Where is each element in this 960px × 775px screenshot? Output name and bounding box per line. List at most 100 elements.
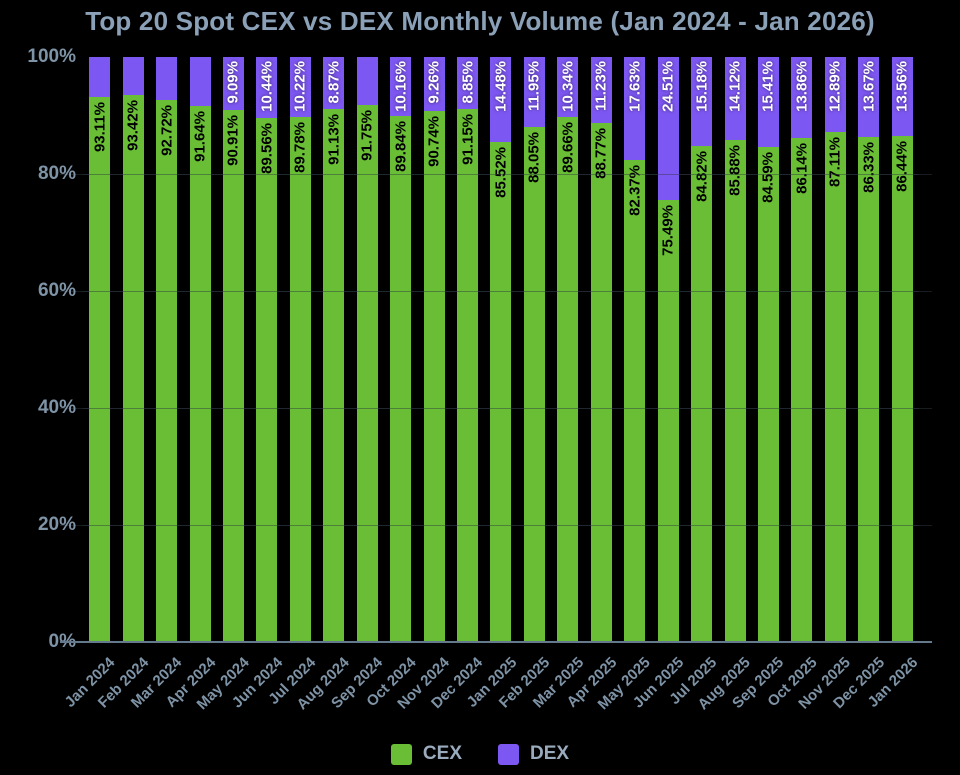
- dex-value-label: 14.48%: [492, 61, 510, 112]
- bar-group: 13.67% 86.33% Dec 2025: [830, 57, 888, 712]
- bar-segment-cex[interactable]: [624, 160, 646, 642]
- bar-segment-dex[interactable]: [691, 57, 713, 146]
- bar-segment-cex[interactable]: [356, 105, 378, 642]
- stacked-bar: 9.09% 90.91%: [222, 57, 244, 642]
- cex-value-label: 88.77%: [592, 127, 610, 179]
- dex-value-label: 10.34%: [559, 61, 577, 112]
- bar-segment-cex[interactable]: [490, 141, 512, 642]
- stacked-bar: 10.44% 89.56%: [256, 57, 278, 642]
- bar-segment-dex[interactable]: [657, 57, 679, 201]
- legend-label-dex: DEX: [530, 743, 570, 764]
- dex-value-label: 8.85%: [459, 61, 477, 104]
- cex-value-label: 89.66%: [559, 122, 577, 174]
- bar-segment-cex[interactable]: [657, 200, 679, 642]
- bar-group: 13.86% 86.14% Oct 2025: [765, 57, 821, 710]
- bar-segment-dex[interactable]: [624, 57, 646, 161]
- stacked-bar: 15.41% 84.59%: [757, 57, 779, 642]
- bar-segment-dex[interactable]: [457, 57, 479, 109]
- bar-group: 13.56% 86.44% Jan 2026: [864, 57, 921, 711]
- bar-segment-cex[interactable]: [457, 108, 479, 642]
- bar-segment-dex[interactable]: [323, 57, 345, 109]
- dex-value-label: 15.18%: [693, 61, 711, 112]
- bar-segment-dex[interactable]: [156, 57, 178, 100]
- bar-segment-cex[interactable]: [724, 139, 746, 642]
- bar-segment-dex[interactable]: [891, 57, 913, 137]
- dex-value-label: 13.56%: [893, 61, 911, 112]
- bar-segment-cex[interactable]: [256, 118, 278, 642]
- bar-segment-dex[interactable]: [189, 57, 211, 106]
- bar-segment-cex[interactable]: [89, 97, 111, 642]
- gridline-overlay: [83, 525, 919, 526]
- bar-segment-dex[interactable]: [791, 57, 813, 139]
- bar-segment-dex[interactable]: [858, 57, 880, 137]
- bar-segment-dex[interactable]: [256, 57, 278, 119]
- bar-segment-dex[interactable]: [523, 57, 545, 127]
- bar-segment-dex[interactable]: [824, 57, 846, 133]
- bar-segment-dex[interactable]: [724, 57, 746, 140]
- bars-layer: 93.11% Jan 2024 93.42% Feb 2024 92.72% Mar 20…: [62, 57, 921, 713]
- dex-value-label: 9.09%: [224, 61, 242, 104]
- bar-segment-dex[interactable]: [222, 57, 244, 111]
- bar-segment-cex[interactable]: [757, 147, 779, 642]
- bar-segment-dex[interactable]: [590, 57, 612, 123]
- bar-group: 24.51% 75.49% Jun 2025: [630, 57, 687, 711]
- bar-segment-dex[interactable]: [89, 57, 111, 98]
- cex-value-label: 75.49%: [659, 205, 677, 257]
- bar-group: 9.26% 90.74% Nov 2024: [395, 57, 453, 713]
- stacked-bar: 14.48% 85.52%: [490, 57, 512, 642]
- legend-item-cex[interactable]: CEX: [390, 743, 462, 765]
- bar-segment-cex[interactable]: [824, 132, 846, 642]
- stacked-bar: 10.16% 89.84%: [390, 57, 412, 642]
- bar-segment-cex[interactable]: [222, 110, 244, 642]
- cex-value-label: 91.64%: [191, 110, 209, 162]
- dex-value-label: 11.23%: [592, 61, 610, 112]
- legend-label-cex: CEX: [422, 743, 462, 764]
- cex-value-label: 91.15%: [459, 113, 477, 165]
- stacked-bar: 12.89% 87.11%: [824, 57, 846, 642]
- bar-group: 14.48% 85.52% Jan 2025: [463, 57, 520, 711]
- cex-value-label: 93.11%: [91, 102, 109, 153]
- stacked-bar: 11.23% 88.77%: [590, 57, 612, 642]
- bar-segment-dex[interactable]: [423, 57, 445, 112]
- bar-segment-dex[interactable]: [356, 57, 378, 106]
- bar-group: 91.75% Sep 2024: [328, 57, 386, 712]
- bar-group: 12.89% 87.11% Nov 2025: [796, 57, 854, 713]
- bar-segment-dex[interactable]: [122, 57, 144, 96]
- bar-segment-dex[interactable]: [490, 57, 512, 142]
- bar-segment-cex[interactable]: [289, 116, 311, 642]
- cex-value-label: 91.13%: [325, 113, 343, 165]
- bar-segment-cex[interactable]: [891, 136, 913, 642]
- bar-segment-dex[interactable]: [757, 57, 779, 148]
- bar-segment-cex[interactable]: [557, 117, 579, 642]
- bar-segment-cex[interactable]: [523, 126, 545, 642]
- gridline-overlay: [83, 291, 919, 292]
- bar-segment-cex[interactable]: [691, 145, 713, 642]
- bar-segment-cex[interactable]: [189, 105, 211, 642]
- bar-segment-dex[interactable]: [390, 57, 412, 117]
- stacked-bar: 15.18% 84.82%: [691, 57, 713, 642]
- stacked-bar: 10.22% 89.78%: [289, 57, 311, 642]
- bar-segment-cex[interactable]: [423, 111, 445, 642]
- y-axis-tick-label: 40%: [37, 397, 76, 418]
- cex-value-label: 88.05%: [525, 131, 543, 183]
- bar-group: 9.09% 90.91% May 2024: [193, 57, 252, 713]
- bar-group: 15.41% 84.59% Sep 2025: [729, 57, 787, 712]
- bar-group: 14.12% 85.88% Aug 2025: [695, 57, 754, 713]
- bar-segment-cex[interactable]: [791, 138, 813, 642]
- bar-segment-cex[interactable]: [858, 136, 880, 642]
- stacked-bar: 13.86% 86.14%: [791, 57, 813, 642]
- bar-segment-cex[interactable]: [323, 108, 345, 642]
- dex-value-label: 24.51%: [659, 61, 677, 112]
- bar-segment-dex[interactable]: [557, 57, 579, 118]
- bar-segment-cex[interactable]: [122, 95, 144, 642]
- bar-segment-cex[interactable]: [590, 122, 612, 642]
- dex-value-label: 13.86%: [793, 61, 811, 112]
- cex-value-label: 84.59%: [759, 152, 777, 204]
- bar-segment-cex[interactable]: [390, 116, 412, 642]
- bar-group: 11.23% 88.77% Apr 2025: [563, 57, 620, 711]
- bar-segment-cex[interactable]: [156, 99, 178, 642]
- bar-segment-dex[interactable]: [289, 57, 311, 117]
- legend-item-dex[interactable]: DEX: [498, 743, 569, 765]
- cex-value-label: 89.84%: [392, 121, 410, 173]
